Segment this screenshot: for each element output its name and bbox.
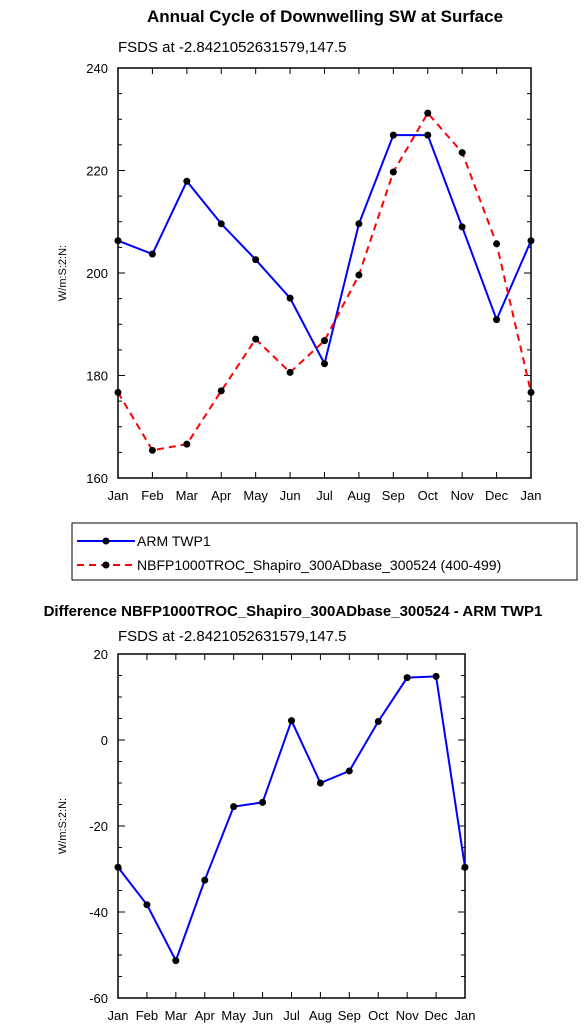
x-tick-label: Jan [108,488,129,503]
data-point [355,220,362,227]
legend-marker-nbfp [103,562,110,569]
data-point [218,220,225,227]
chart2-title: Difference NBFP1000TROC_Shapiro_300ADbas… [44,603,543,620]
data-point [493,316,500,323]
x-tick-label: Oct [368,1008,389,1023]
x-tick-label: Dec [485,488,509,503]
plot-frame [118,68,531,478]
data-point [149,447,156,454]
data-point [183,178,190,185]
plot-frame [118,654,465,998]
y-tick-label: 20 [94,647,108,662]
data-point [287,295,294,302]
series-line [118,113,531,450]
y-tick-label: 160 [86,471,108,486]
y-axis-label: W/m:S:2:N: [57,798,69,854]
data-point [321,360,328,367]
x-tick-label: Apr [211,488,232,503]
series-line [118,135,531,364]
y-tick-label: -40 [89,905,108,920]
x-tick-label: Dec [425,1008,449,1023]
chart1-title: Annual Cycle of Downwelling SW at Surfac… [147,7,503,26]
x-tick-label: Apr [195,1008,216,1023]
data-point [317,780,324,787]
x-tick-label: Oct [418,488,439,503]
data-point [424,110,431,117]
data-point [375,718,382,725]
data-point [143,901,150,908]
data-point [230,803,237,810]
x-tick-label: Feb [141,488,163,503]
data-point [390,132,397,139]
data-point [459,223,466,230]
y-tick-label: 200 [86,266,108,281]
x-tick-label: Nov [451,488,475,503]
data-point [287,369,294,376]
legend-marker-arm-twp1 [103,538,110,545]
data-point [424,132,431,139]
data-point [346,767,353,774]
x-tick-label: Feb [136,1008,158,1023]
chart2-plot: Jan Feb Mar Apr May Jun Jul Aug Sep Oct Nov Dec Jan-… [57,647,475,1023]
x-tick-label: Aug [309,1008,332,1023]
data-point [252,336,259,343]
y-axis-label: W/m:S:2:N: [57,245,69,301]
x-tick-label: Sep [382,488,405,503]
chart1-plot: Jan Feb Mar Apr May Jun Jul Aug Sep Oct Nov Dec Jan1… [57,61,541,503]
data-point [321,337,328,344]
data-point [259,799,266,806]
x-tick-label: Jul [283,1008,300,1023]
x-tick-label: Jan [108,1008,129,1023]
x-tick-label: Sep [338,1008,361,1023]
y-tick-label: -20 [89,819,108,834]
legend-label-nbfp: NBFP1000TROC_Shapiro_300ADbase_300524 (4… [137,557,501,573]
y-tick-label: 220 [86,164,108,179]
data-point [390,169,397,176]
x-tick-label: Aug [347,488,370,503]
data-point [115,864,122,871]
data-point [115,237,122,244]
data-point [493,240,500,247]
data-point [252,256,259,263]
data-point [149,251,156,258]
x-tick-label: Jan [521,488,542,503]
x-tick-label: Jan [455,1008,476,1023]
x-tick-label: Jun [252,1008,273,1023]
data-point [183,441,190,448]
y-tick-label: 180 [86,369,108,384]
x-tick-label: May [243,488,268,503]
data-point [115,389,122,396]
data-point [459,149,466,156]
x-tick-label: Jul [316,488,333,503]
x-tick-label: Nov [396,1008,420,1023]
data-point [528,389,535,396]
data-point [288,717,295,724]
y-tick-label: -60 [89,991,108,1006]
chart1-subtitle: FSDS at -2.8421052631579,147.5 [118,39,347,56]
legend-label-arm-twp1: ARM TWP1 [137,533,211,549]
x-tick-label: May [221,1008,246,1023]
data-point [462,864,469,871]
x-tick-label: Mar [165,1008,188,1023]
x-tick-label: Mar [176,488,199,503]
data-point [528,237,535,244]
data-point [218,387,225,394]
data-point [355,272,362,279]
data-point [201,877,208,884]
data-point [433,673,440,680]
chart2-subtitle: FSDS at -2.8421052631579,147.5 [118,628,347,645]
chart1-legend: ARM TWP1 NBFP1000TROC_Shapiro_300ADbase_… [72,523,577,580]
x-tick-label: Jun [280,488,301,503]
data-point [404,674,411,681]
y-tick-label: 0 [101,733,108,748]
y-tick-label: 240 [86,61,108,76]
data-point [172,957,179,964]
